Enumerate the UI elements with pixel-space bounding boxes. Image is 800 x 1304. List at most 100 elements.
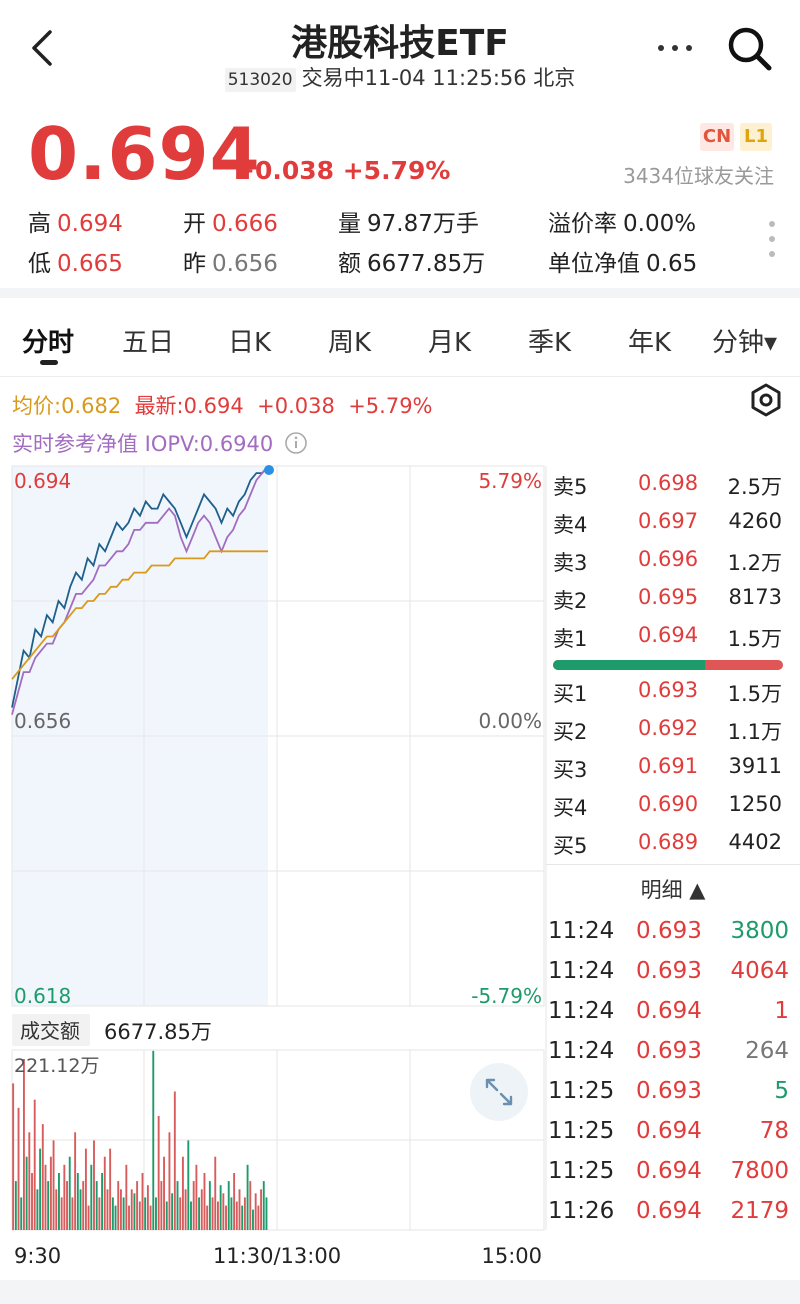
volume-bar bbox=[184, 1189, 187, 1230]
tab-7[interactable]: 分钟▾ bbox=[712, 328, 778, 358]
stat-4: 低 0.665 bbox=[28, 244, 123, 278]
stat-6: 额 6677.85万 bbox=[338, 244, 485, 278]
detail-price: 0.693 bbox=[636, 958, 702, 984]
price-low-label: 0.618 bbox=[14, 984, 71, 1008]
volume-bar bbox=[171, 1193, 174, 1230]
tab-3[interactable]: 周K bbox=[328, 328, 372, 358]
volume-bar bbox=[225, 1205, 227, 1230]
orderbook-label: 买1 bbox=[553, 682, 588, 706]
orderbook-price: 0.697 bbox=[638, 509, 699, 533]
volume-bar bbox=[36, 1189, 39, 1230]
volume-bar bbox=[190, 1201, 192, 1230]
volume-bar bbox=[214, 1156, 217, 1230]
detail-toggle[interactable]: 明细 ▲ bbox=[640, 878, 706, 902]
orderbook-volume: 1.1万 bbox=[727, 720, 782, 744]
volume-bar bbox=[200, 1189, 203, 1230]
volume-label[interactable]: 成交额 bbox=[20, 1019, 80, 1043]
detail-price: 0.693 bbox=[636, 1038, 702, 1064]
orderbook-volume: 1.2万 bbox=[727, 551, 782, 575]
volume-bar bbox=[60, 1197, 63, 1230]
tab-6[interactable]: 年K bbox=[628, 328, 672, 358]
stat-3: 溢价率 0.00% bbox=[548, 204, 696, 238]
stat-1: 开 0.666 bbox=[183, 204, 278, 238]
more-stats-icon[interactable] bbox=[768, 220, 776, 258]
volume-bar bbox=[119, 1189, 122, 1230]
volume-bar bbox=[136, 1181, 139, 1230]
volume-bar bbox=[103, 1156, 106, 1230]
volume-label-bg[interactable] bbox=[12, 1014, 90, 1046]
volume-bar bbox=[179, 1197, 182, 1230]
tab-5[interactable]: 季K bbox=[528, 328, 572, 358]
volume-bar bbox=[17, 1107, 20, 1230]
l1-badge[interactable]: L1 bbox=[740, 123, 772, 151]
subtitle: 513020 交易中11-04 11:25:56 北京 bbox=[0, 62, 800, 92]
more-icon[interactable] bbox=[655, 28, 695, 68]
volume-bar bbox=[241, 1205, 244, 1230]
volume-bar bbox=[203, 1173, 206, 1230]
detail-time: 11:25 bbox=[548, 1078, 615, 1104]
cn-badge[interactable]: CN bbox=[700, 123, 734, 151]
tab-2[interactable]: 日K bbox=[228, 328, 272, 358]
series-line-2 bbox=[11, 550, 268, 680]
stat-0: 高 0.694 bbox=[28, 204, 123, 238]
stat-label: 开 bbox=[183, 211, 206, 237]
price-mid-label: 0.656 bbox=[14, 709, 71, 733]
orderbook-label: 卖5 bbox=[553, 475, 588, 499]
orderbook-label: 卖4 bbox=[553, 513, 588, 537]
stat-label: 高 bbox=[28, 211, 51, 237]
follower-count: 3434位球友关注 bbox=[623, 164, 774, 188]
volume-bar bbox=[249, 1181, 252, 1230]
volume-bar bbox=[243, 1197, 246, 1230]
volume-bar bbox=[254, 1193, 257, 1230]
volume-bar bbox=[238, 1189, 241, 1230]
volume-bar bbox=[265, 1197, 268, 1230]
tab-0[interactable]: 分时 bbox=[22, 328, 75, 358]
search-icon[interactable] bbox=[725, 24, 773, 72]
volume-total: 6677.85万 bbox=[104, 1020, 212, 1044]
tab-4[interactable]: 月K bbox=[428, 328, 472, 358]
volume-bar bbox=[79, 1189, 82, 1230]
detail-time: 11:25 bbox=[548, 1118, 615, 1144]
volume-bar bbox=[117, 1181, 120, 1230]
volume-bar bbox=[82, 1181, 85, 1230]
detail-price: 0.693 bbox=[636, 1078, 702, 1104]
stat-5: 昨 0.656 bbox=[183, 244, 278, 278]
volume-bars bbox=[12, 1050, 268, 1230]
orderbook-price: 0.689 bbox=[638, 830, 699, 854]
settings-icon[interactable] bbox=[748, 382, 784, 418]
detail-time: 11:24 bbox=[548, 998, 615, 1024]
orderbook-label: 买2 bbox=[553, 720, 588, 744]
stat-value: 97.87万手 bbox=[367, 211, 479, 237]
orderbook-label: 买5 bbox=[553, 834, 588, 858]
volume-bar bbox=[211, 1197, 214, 1230]
stat-label: 昨 bbox=[183, 251, 206, 277]
orderbook-price: 0.690 bbox=[638, 792, 699, 816]
back-arrow-icon[interactable] bbox=[28, 28, 58, 68]
volume-bar bbox=[74, 1132, 77, 1230]
detail-time: 11:24 bbox=[548, 918, 615, 944]
detail-volume: 5 bbox=[774, 1078, 789, 1104]
stat-label: 低 bbox=[28, 251, 51, 277]
volume-bar bbox=[14, 1181, 17, 1230]
volume-bar bbox=[235, 1201, 238, 1230]
volume-bar bbox=[141, 1173, 144, 1230]
volume-bar bbox=[187, 1140, 190, 1230]
iopv-value: 实时参考净值 IOPV:0.6940 bbox=[12, 432, 274, 456]
time-start: 9:30 bbox=[14, 1244, 61, 1268]
volume-bar bbox=[160, 1181, 163, 1230]
volume-max-label: 221.12万 bbox=[14, 1055, 99, 1077]
expand-icon[interactable] bbox=[470, 1063, 528, 1121]
pct-mid-label: 0.00% bbox=[478, 709, 542, 733]
volume-bar bbox=[227, 1181, 230, 1230]
volume-bar bbox=[76, 1173, 79, 1230]
tab-1[interactable]: 五日 bbox=[122, 328, 175, 358]
intraday-chart[interactable]: 0.694 5.79% 0.656 0.00% 0.618 -5.79% 成交额… bbox=[0, 460, 800, 1280]
volume-bar bbox=[176, 1181, 179, 1230]
bid-ratio-fill bbox=[553, 660, 705, 670]
orderbook-volume: 2.5万 bbox=[727, 475, 782, 499]
volume-bar bbox=[90, 1164, 93, 1230]
stat-label: 单位净值 bbox=[548, 251, 640, 277]
info-icon[interactable] bbox=[284, 431, 308, 455]
volume-bar bbox=[206, 1205, 209, 1230]
time-end: 15:00 bbox=[481, 1244, 542, 1268]
